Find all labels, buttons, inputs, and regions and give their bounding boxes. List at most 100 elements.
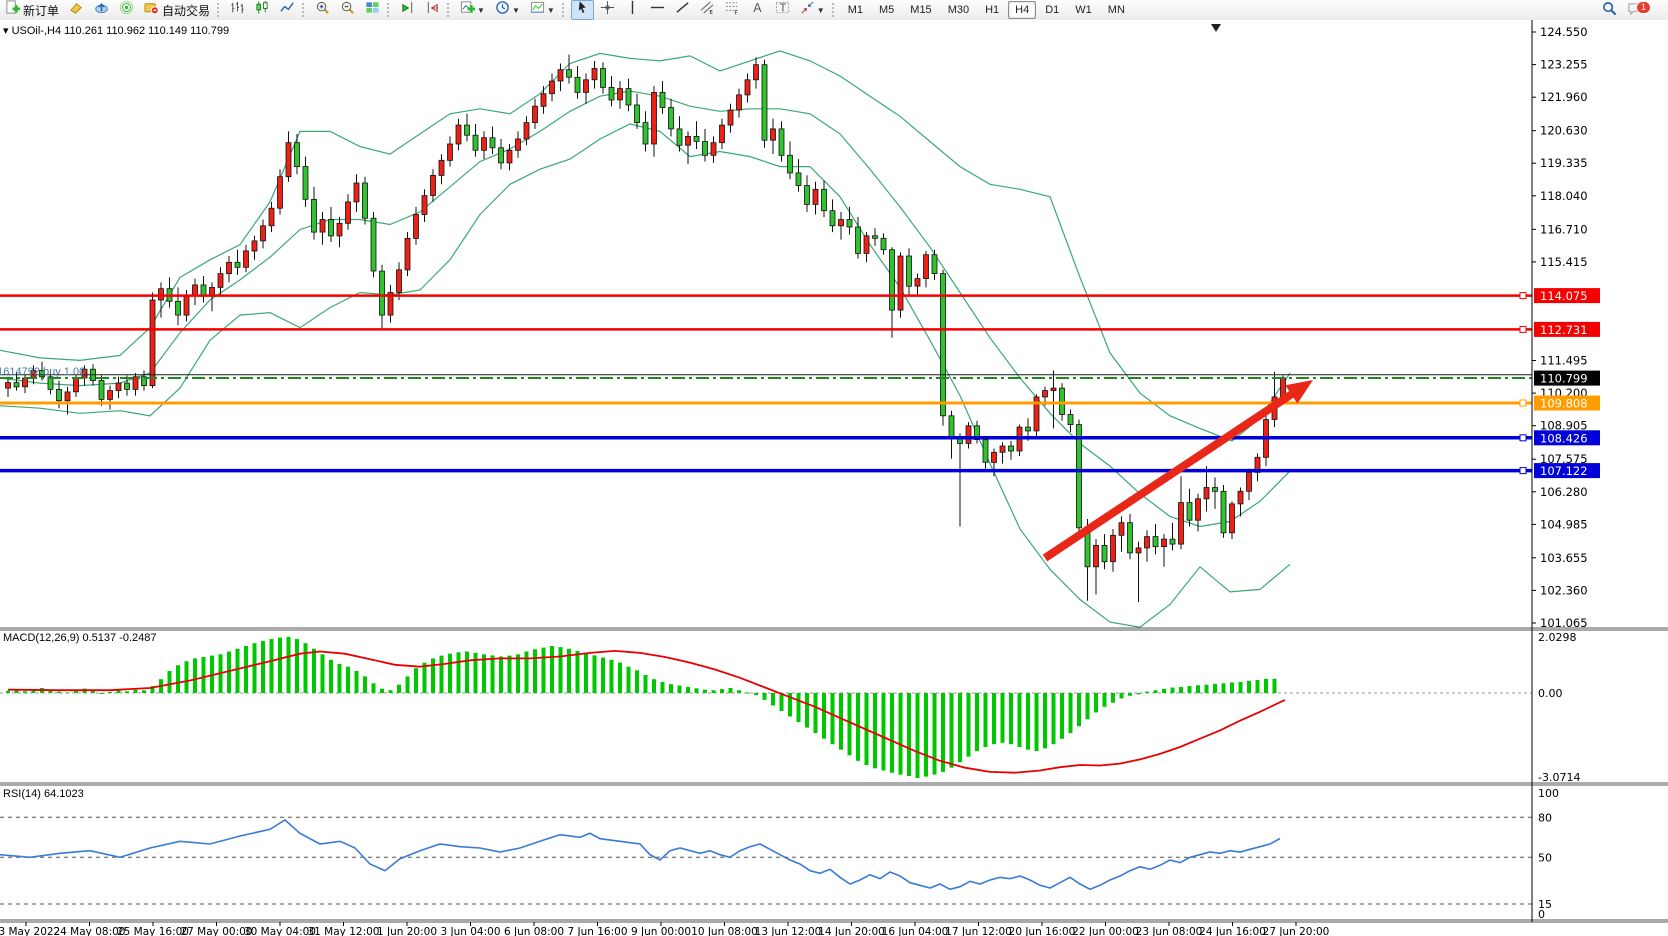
bollinger-lower-band [0, 123, 1291, 628]
vertical-line-button[interactable] [621, 0, 644, 20]
eraser-icon [69, 0, 84, 20]
svg-text:-3.0714: -3.0714 [1538, 771, 1580, 784]
svg-text:107.575: 107.575 [1540, 452, 1588, 466]
caret-down-icon: ▼ [511, 5, 520, 15]
search-icon [1602, 1, 1617, 20]
auto-scroll-button[interactable] [421, 0, 444, 20]
chart-shift-button[interactable] [396, 0, 419, 20]
timeframe-m30-button[interactable]: M30 [947, 4, 970, 16]
svg-text:1 Jun 20:00: 1 Jun 20:00 [377, 926, 437, 936]
timeframe-h4-button[interactable]: H4 [1008, 1, 1037, 19]
svg-text:123.255: 123.255 [1540, 58, 1588, 72]
svg-text:0.00: 0.00 [1538, 687, 1563, 700]
timeframe-m1-button[interactable]: M1 [847, 4, 863, 16]
svg-text:0: 0 [1538, 908, 1545, 921]
indicators-icon [460, 0, 476, 20]
candlestick-chart-icon [255, 0, 270, 20]
zoom-in-icon [315, 0, 330, 20]
toolbar-separator [387, 3, 393, 17]
notification-badge: 1 [1635, 0, 1651, 14]
toolbar-separator [831, 3, 838, 17]
svg-text:109.808: 109.808 [1540, 397, 1588, 411]
search-button[interactable] [1598, 1, 1621, 20]
candlestick-chart-button[interactable] [251, 0, 274, 20]
svg-text:T: T [778, 2, 786, 14]
svg-text:27 May 00:00: 27 May 00:00 [180, 926, 252, 936]
svg-text:17 Jun 12:00: 17 Jun 12:00 [945, 926, 1012, 936]
bar-chart-button[interactable] [226, 0, 249, 20]
main-toolbar: 新订单 自动交易 ▼ ▼ ▼ E F A T ▼ M1 M5 M15 M30 H1 H4 D1 W1 MN 1 [0, 0, 1668, 21]
equidistant-channel-button[interactable]: E [696, 0, 719, 20]
signal-button[interactable] [115, 0, 138, 20]
toolbar-separator [447, 3, 453, 17]
timeframe-w1-button[interactable]: W1 [1075, 4, 1092, 16]
svg-text:101.065: 101.065 [1540, 616, 1588, 630]
crosshair-icon [600, 0, 615, 20]
new-order-button[interactable]: 新订单 [1, 0, 63, 20]
svg-text:7 Jun 16:00: 7 Jun 16:00 [567, 926, 627, 936]
svg-text:13 Jun 12:00: 13 Jun 12:00 [755, 926, 822, 936]
horizontal-line-button[interactable] [646, 0, 669, 20]
indicators-button[interactable]: ▼ [456, 0, 489, 20]
periods-icon [495, 0, 510, 20]
templates-icon [530, 0, 545, 20]
publish-icon [94, 0, 109, 20]
fibonacci-icon: F [725, 0, 740, 20]
publish-button[interactable] [90, 0, 113, 20]
arrows-button[interactable]: ▼ [796, 0, 829, 20]
timeframe-m5-button[interactable]: M5 [879, 4, 895, 16]
svg-text:23 Jun 08:00: 23 Jun 08:00 [1136, 926, 1203, 936]
cursor-button[interactable] [570, 0, 594, 20]
eraser-button[interactable] [65, 0, 88, 20]
auto-scroll-icon [425, 0, 440, 20]
svg-text:25 May 16:00: 25 May 16:00 [117, 926, 189, 936]
tile-windows-button[interactable] [361, 0, 384, 20]
svg-text:102.360: 102.360 [1540, 583, 1588, 597]
zoom-out-icon [340, 0, 355, 20]
svg-text:24 May 08:00: 24 May 08:00 [53, 926, 125, 936]
svg-text:9 Jun 00:00: 9 Jun 00:00 [631, 926, 691, 936]
chat-button[interactable]: 1 [1623, 0, 1661, 20]
svg-text:106.280: 106.280 [1540, 485, 1588, 499]
periods-button[interactable]: ▼ [491, 0, 524, 20]
svg-text:111.495: 111.495 [1540, 354, 1588, 368]
timeframe-m15-button[interactable]: M15 [910, 4, 932, 16]
text-label-button[interactable]: T [771, 0, 794, 20]
svg-text:100: 100 [1538, 787, 1559, 800]
auto-trading-button[interactable]: 自动交易 [140, 0, 214, 20]
templates-button[interactable]: ▼ [526, 0, 559, 20]
toolbar-separator [302, 3, 308, 17]
timeframe-mn-button[interactable]: MN [1107, 4, 1125, 16]
svg-text:121.960: 121.960 [1540, 90, 1588, 104]
svg-text:31 May 12:00: 31 May 12:00 [307, 926, 379, 936]
trend-arrow-line [1042, 386, 1301, 562]
svg-text:15: 15 [1538, 898, 1552, 911]
svg-text:6 Jun 08:00: 6 Jun 08:00 [504, 926, 564, 936]
trendline-icon [675, 0, 690, 20]
zoom-in-button[interactable] [311, 0, 334, 20]
svg-text:112.731: 112.731 [1540, 323, 1588, 337]
timeframe-d1-button[interactable]: D1 [1045, 4, 1060, 16]
svg-text:14 Jun 20:00: 14 Jun 20:00 [818, 926, 885, 936]
svg-text:30 May 04:00: 30 May 04:00 [244, 926, 316, 936]
new-order-label: 新订单 [23, 3, 60, 18]
svg-text:E: E [709, 10, 713, 15]
svg-text:A: A [753, 1, 762, 15]
vertical-line-icon [625, 0, 640, 20]
toolbar-separator [561, 3, 568, 17]
cursor-icon [575, 0, 590, 20]
svg-text:115.415: 115.415 [1540, 255, 1588, 269]
trendline-button[interactable] [671, 0, 694, 20]
chart-svg[interactable]: 124.550 123.255 121.960 120.630 119.335 118.0… [0, 20, 1668, 936]
zoom-out-button[interactable] [336, 0, 359, 20]
svg-text:22 Jun 00:00: 22 Jun 00:00 [1072, 926, 1139, 936]
fibonacci-button[interactable]: F [721, 0, 744, 20]
text-button[interactable]: A [746, 0, 769, 20]
crosshair-button[interactable] [596, 0, 619, 20]
timeframe-h1-button[interactable]: H1 [985, 4, 1000, 16]
svg-text:120.630: 120.630 [1540, 124, 1588, 138]
svg-text:124.550: 124.550 [1540, 25, 1588, 39]
auto-trading-label: 自动交易 [162, 3, 211, 18]
line-chart-button[interactable] [276, 0, 299, 20]
